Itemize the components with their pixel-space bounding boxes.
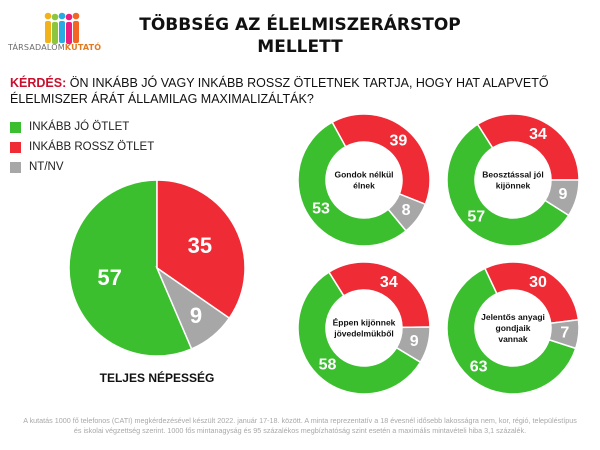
chart-total: 57 35 9 TELJES NÉPESSÉG — [68, 179, 246, 385]
chart-title-no-worries-line-1: Gondok nélkül — [334, 170, 393, 180]
slice-no-worries-bad — [331, 113, 431, 206]
chart-title-serious-hardship-line-2: gondjaik — [496, 323, 531, 333]
slice-serious-hardship-dk — [548, 318, 580, 350]
chart-title-total: TELJES NÉPESSÉG — [100, 370, 215, 385]
slice-serious-hardship-bad — [483, 261, 580, 325]
legend-label-bad: INKÁBB ROSSZ ÖTLET — [29, 141, 155, 153]
title-line-2: MELLETT — [257, 37, 343, 57]
chart-title-just-getting-by-line-2: jövedelmükből — [333, 329, 394, 339]
value-label-no-worries-bad: 39 — [389, 132, 407, 149]
chart-title-no-worries-line-2: élnek — [353, 181, 375, 191]
slice-no-worries-dk — [387, 193, 427, 232]
value-label-manage-well-bad: 34 — [529, 126, 547, 143]
value-label-serious-hardship-dk: 7 — [560, 324, 569, 341]
value-label-just-getting-by-good: 58 — [319, 357, 337, 374]
chart-title-serious-hardship-line-1: Jelentős anyagi — [481, 312, 545, 322]
legend-label-dk: NT/NV — [29, 161, 64, 173]
slice-total-bad — [156, 179, 246, 320]
value-label-no-worries-good: 53 — [312, 201, 330, 218]
value-label-serious-hardship-good: 63 — [470, 359, 488, 376]
legend-item-dk: NT/NV — [10, 157, 154, 177]
question-label: KÉRDÉS: — [10, 76, 67, 90]
legend-item-bad: INKÁBB ROSSZ ÖTLET — [10, 137, 154, 157]
slice-just-getting-by-good — [297, 271, 422, 395]
chart-title-manage-well-line-2: kijönnek — [496, 181, 531, 191]
value-label-total-good: 57 — [97, 265, 121, 290]
legend-item-good: INKÁBB JÓ ÖTLET — [10, 117, 154, 137]
legend-swatch-good — [10, 121, 21, 133]
survey-question: KÉRDÉS: Ön inkább jó vagy inkább rossz ö… — [10, 75, 590, 107]
slice-total-good — [68, 179, 193, 357]
value-label-just-getting-by-bad: 34 — [380, 274, 398, 291]
slice-serious-hardship-good — [446, 267, 577, 395]
slice-manage-well-dk — [544, 179, 580, 217]
value-label-total-bad: 35 — [188, 233, 212, 258]
value-label-total-dk: 9 — [190, 303, 202, 328]
legend-label-good: INKÁBB JÓ ÖTLET — [29, 121, 130, 133]
chart-title-just-getting-by-line-1: Éppen kijönnek — [333, 318, 396, 328]
slice-just-getting-by-dk — [395, 326, 431, 364]
slice-total-dk — [155, 265, 231, 350]
slice-just-getting-by-bad — [327, 261, 431, 329]
chart-legend: INKÁBB JÓ ÖTLET INKÁBB ROSSZ ÖTLET NT/NV — [10, 117, 154, 177]
legend-swatch-dk — [10, 161, 21, 173]
slice-manage-well-good — [446, 123, 570, 247]
methodology-footnote: A kutatás 1000 fő telefonos (CATI) megké… — [23, 416, 577, 435]
value-label-no-worries-dk: 8 — [402, 202, 411, 219]
chart-title-serious-hardship-line-3: vannak — [498, 334, 528, 344]
value-label-manage-well-dk: 9 — [558, 186, 567, 203]
logo-people-icon — [44, 12, 80, 44]
value-label-serious-hardship-bad: 30 — [529, 274, 547, 291]
chart-title-manage-well-line-1: Beosztással jól — [482, 170, 543, 180]
slice-no-worries-good — [297, 121, 408, 247]
legend-swatch-bad — [10, 141, 21, 153]
value-label-just-getting-by-dk: 9 — [410, 333, 419, 350]
value-label-manage-well-good: 57 — [467, 208, 485, 225]
question-text: Ön inkább jó vagy inkább rossz ötletnek … — [10, 76, 549, 106]
title-line-1: TÖBBSÉG AZ ÉLELMISZERÁRSTOP — [139, 15, 461, 35]
logo-wordmark: TÁRSADALOMKUTATÓ — [8, 43, 102, 52]
slice-manage-well-bad — [476, 113, 580, 181]
page-title: TÖBBSÉG AZ ÉLELMISZERÁRSTOP MELLETT — [120, 14, 480, 58]
